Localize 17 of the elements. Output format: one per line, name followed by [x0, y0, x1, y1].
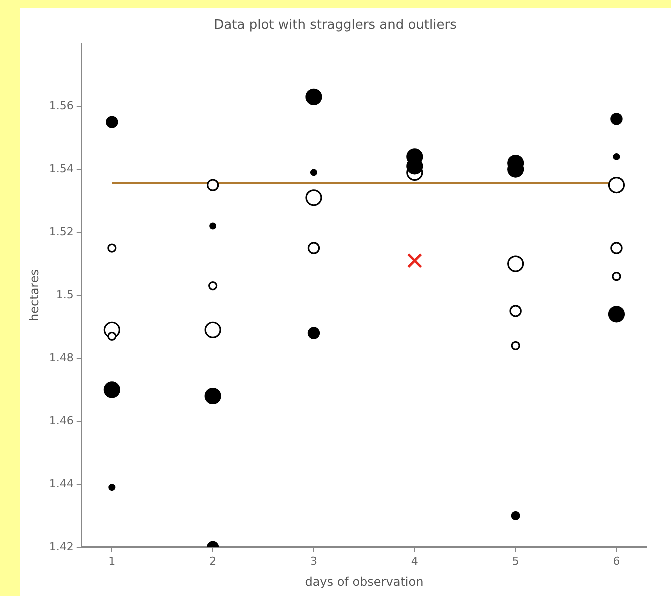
x-axis-title: days of observation	[305, 574, 424, 589]
x-tick-label: 2	[210, 554, 217, 568]
y-tick-label: 1.44	[49, 477, 74, 490]
y-tick-label: 1.5	[56, 288, 74, 302]
y-axis-title: hectares	[27, 270, 42, 322]
y-tick-label: 1.54	[49, 162, 74, 176]
x-tick-label: 6	[613, 554, 620, 568]
y-tick-label: 1.52	[49, 225, 74, 238]
x-tick-label: 1	[108, 554, 116, 568]
x-tick-label: 4	[411, 554, 418, 568]
chart-title: Data plot with stragglers and outliers	[214, 18, 458, 34]
y-tick-label: 1.46	[49, 414, 74, 428]
x-tick-label: 5	[512, 554, 520, 568]
y-tick-label: 1.48	[49, 351, 74, 364]
y-tick-label: 1.56	[49, 99, 74, 112]
x-tick-label: 3	[310, 554, 318, 568]
y-tick-label: 1.42	[49, 540, 74, 554]
